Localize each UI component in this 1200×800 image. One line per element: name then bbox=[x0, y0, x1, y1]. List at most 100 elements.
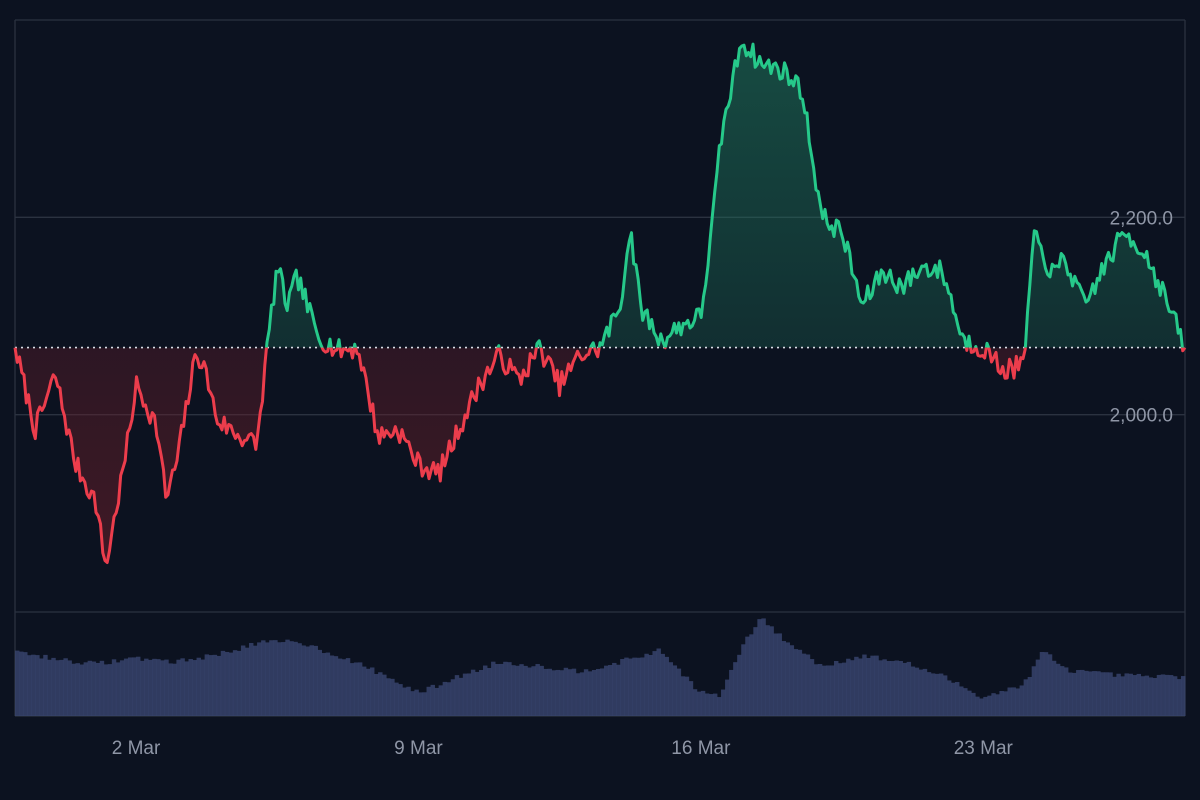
volume-bar bbox=[240, 645, 246, 716]
volume-bar bbox=[979, 698, 984, 716]
volume-bar bbox=[398, 684, 403, 716]
volume-bar bbox=[107, 664, 113, 716]
volume-bar bbox=[878, 660, 883, 716]
volume-bar bbox=[1148, 677, 1154, 716]
volume-bar bbox=[176, 659, 181, 716]
volume-bar bbox=[781, 641, 786, 716]
volume-bar bbox=[386, 678, 391, 716]
volume-bar bbox=[551, 670, 557, 716]
volume-bar bbox=[515, 665, 520, 716]
volume-bar bbox=[1156, 674, 1162, 716]
volume-bar bbox=[809, 659, 815, 716]
volume-bar bbox=[704, 693, 710, 716]
y-tick-label: 2,000.0 bbox=[1110, 406, 1173, 427]
volume-bar bbox=[321, 653, 327, 716]
volume-bar bbox=[19, 651, 24, 716]
volume-bar bbox=[660, 653, 665, 716]
volume-bar bbox=[721, 689, 726, 716]
volume-bar bbox=[257, 642, 262, 716]
volume-bar bbox=[1027, 676, 1033, 716]
volume-bar bbox=[236, 650, 242, 716]
volume-bar bbox=[753, 627, 758, 716]
volume-bar bbox=[829, 665, 835, 716]
volume-bar bbox=[454, 675, 460, 716]
volume-bar bbox=[817, 664, 823, 716]
volume-bar bbox=[696, 691, 702, 716]
volume-bar bbox=[220, 650, 226, 716]
volume-bar bbox=[914, 667, 920, 716]
volume-bar bbox=[995, 694, 1000, 716]
volume-bar bbox=[862, 654, 867, 716]
volume-bar bbox=[543, 668, 548, 716]
volume-bar bbox=[1180, 676, 1186, 716]
volume-bar bbox=[886, 660, 891, 716]
volume-bar bbox=[987, 695, 992, 716]
volume-bar bbox=[1136, 673, 1142, 716]
volume-bar bbox=[434, 687, 440, 716]
price-line bbox=[13, 42, 1187, 564]
volume-bar bbox=[1011, 687, 1016, 716]
volume-bar bbox=[277, 642, 282, 716]
volume-bar bbox=[172, 663, 177, 716]
y-tick-label: 2,200.0 bbox=[1110, 208, 1173, 229]
volume-bar bbox=[370, 667, 375, 716]
volume-bar bbox=[273, 640, 278, 716]
volume-histogram bbox=[15, 618, 1186, 716]
volume-bar bbox=[1003, 691, 1008, 716]
volume-bar bbox=[672, 665, 678, 716]
volume-bar bbox=[51, 657, 56, 716]
volume-bar bbox=[595, 668, 601, 716]
volume-bar bbox=[1055, 663, 1061, 716]
volume-bar bbox=[1132, 675, 1137, 716]
volume-bar bbox=[1096, 671, 1101, 716]
volume-bar bbox=[563, 667, 569, 716]
volume-bar bbox=[1112, 676, 1117, 716]
volume-bar bbox=[1051, 660, 1057, 716]
volume-bar bbox=[35, 655, 40, 716]
volume-bar bbox=[846, 658, 851, 716]
volume-bar bbox=[313, 645, 318, 716]
volume-bar bbox=[717, 697, 722, 716]
volume-bar bbox=[1015, 688, 1020, 716]
volume-bar bbox=[87, 660, 93, 716]
volume-bar bbox=[1172, 676, 1178, 716]
volume-bar bbox=[491, 661, 496, 716]
volume-bar bbox=[692, 689, 698, 716]
volume-bar bbox=[749, 634, 754, 716]
volume-bar bbox=[624, 657, 629, 716]
volume-bar bbox=[152, 658, 157, 716]
volume-bar bbox=[866, 658, 871, 716]
volume-bar bbox=[67, 660, 72, 716]
volume-bar bbox=[414, 689, 419, 716]
volume-bar bbox=[874, 655, 879, 716]
volume-bar bbox=[244, 647, 250, 716]
volume-bar bbox=[571, 668, 577, 716]
volume-bar bbox=[426, 686, 431, 716]
volume-bar bbox=[1108, 672, 1113, 716]
volume-bar bbox=[325, 652, 331, 716]
volume-bar bbox=[418, 692, 423, 716]
volume-bar bbox=[83, 662, 89, 716]
volume-bar bbox=[854, 656, 859, 716]
volume-bar bbox=[390, 678, 395, 716]
volume-bar bbox=[616, 664, 621, 716]
volume-bar bbox=[410, 691, 415, 716]
volume-bar bbox=[1007, 687, 1012, 716]
volume-bar bbox=[285, 639, 290, 716]
volume-bar bbox=[374, 674, 379, 716]
volume-bar bbox=[789, 645, 795, 716]
volume-bar bbox=[668, 662, 674, 716]
volume-bar bbox=[769, 626, 774, 716]
volume-bar bbox=[765, 625, 770, 716]
volume-bar bbox=[757, 619, 762, 716]
volume-bar bbox=[918, 669, 924, 716]
volume-bar bbox=[1076, 670, 1081, 716]
volume-bar bbox=[43, 654, 48, 716]
volume-bar bbox=[503, 661, 508, 716]
volume-bar bbox=[349, 663, 355, 716]
volume-bar bbox=[559, 670, 565, 716]
volume-bar bbox=[95, 662, 101, 716]
volume-bar bbox=[281, 642, 286, 716]
